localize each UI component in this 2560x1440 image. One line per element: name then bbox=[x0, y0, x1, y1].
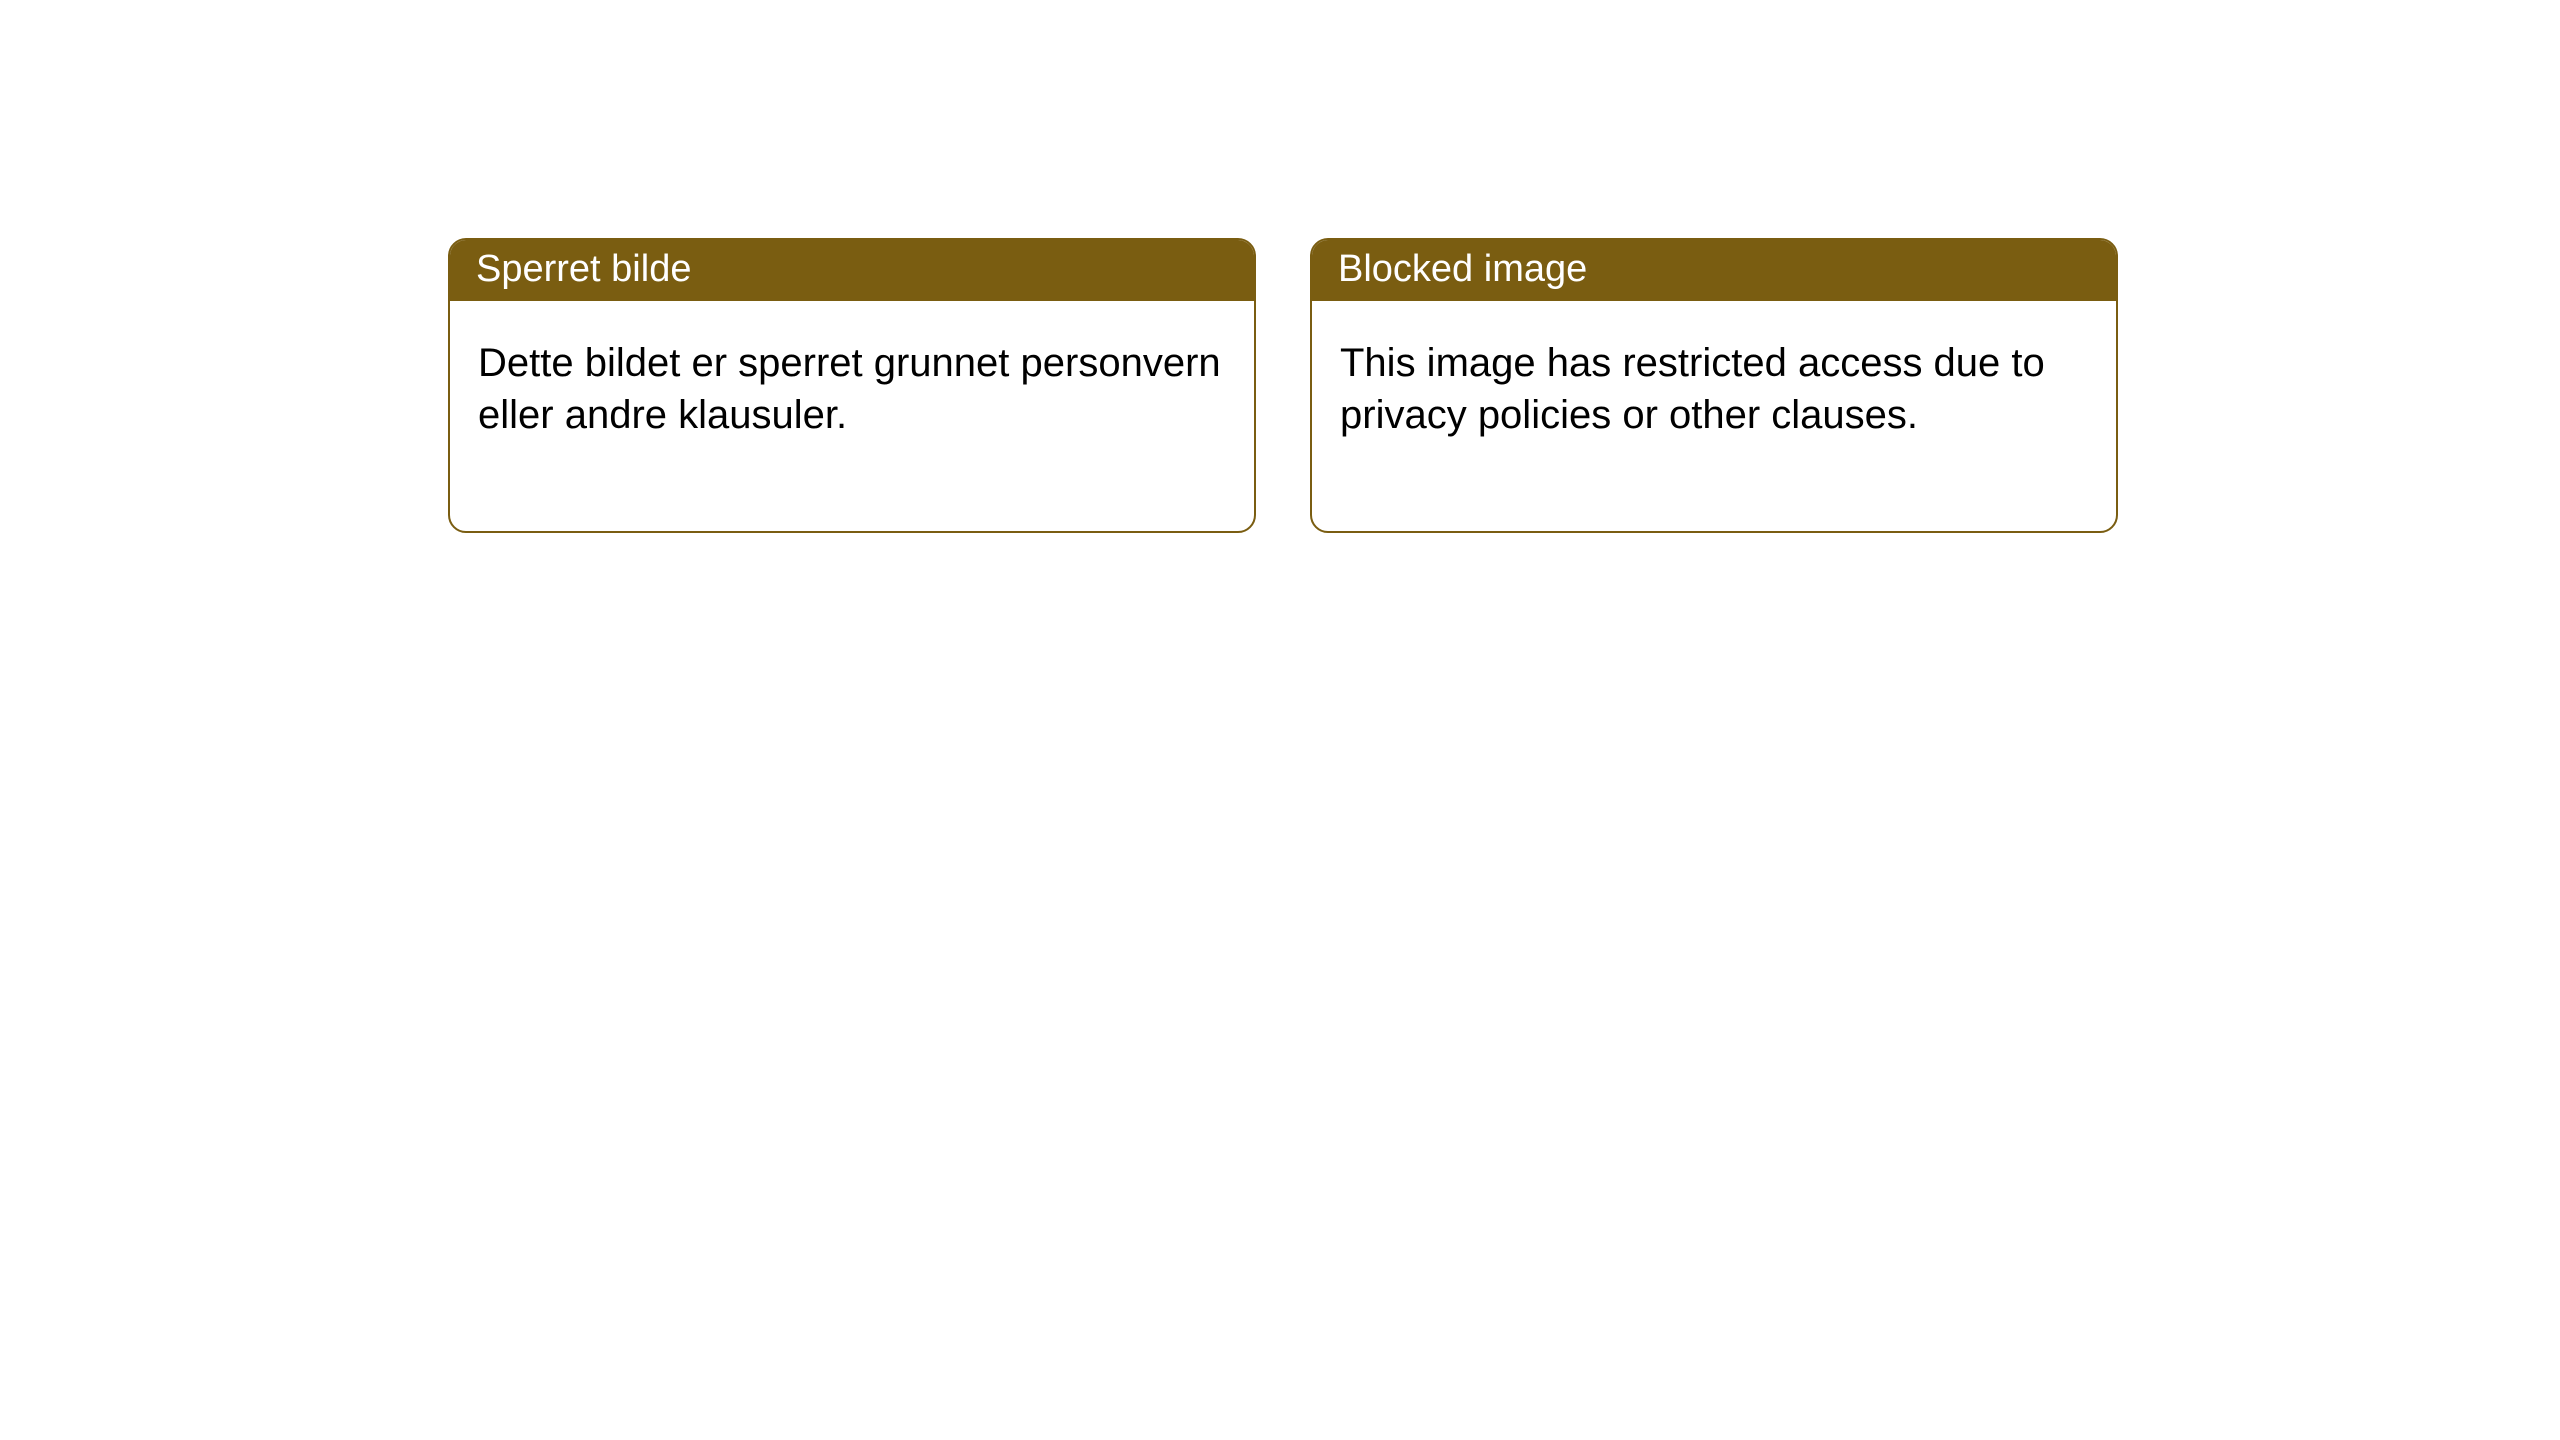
notice-card-en: Blocked image This image has restricted … bbox=[1310, 238, 2118, 533]
notice-body-en: This image has restricted access due to … bbox=[1312, 301, 2116, 531]
notice-title-no: Sperret bilde bbox=[450, 240, 1254, 301]
notice-body-no: Dette bildet er sperret grunnet personve… bbox=[450, 301, 1254, 531]
notice-container: Sperret bilde Dette bildet er sperret gr… bbox=[0, 0, 2560, 533]
notice-title-en: Blocked image bbox=[1312, 240, 2116, 301]
notice-card-no: Sperret bilde Dette bildet er sperret gr… bbox=[448, 238, 1256, 533]
